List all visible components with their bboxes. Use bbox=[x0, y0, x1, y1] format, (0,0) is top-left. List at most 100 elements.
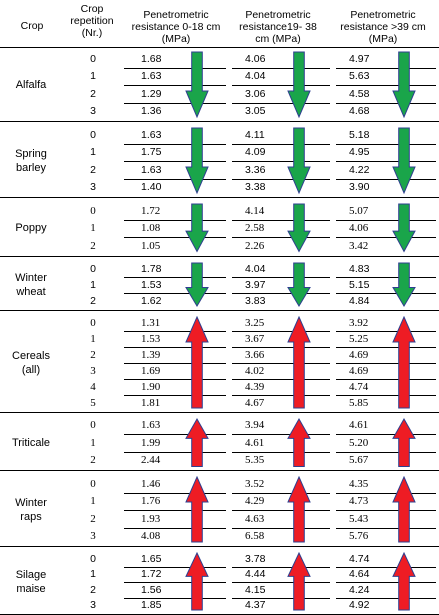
arrow-shape bbox=[287, 476, 311, 543]
up-arrow-icon bbox=[287, 315, 311, 408]
up-arrow-icon bbox=[185, 315, 209, 408]
row-divider bbox=[336, 379, 436, 380]
header-col3: Penetrometric resistance >39 cm (MPa) bbox=[330, 9, 436, 45]
resistance-value: 4.83 bbox=[349, 262, 370, 275]
repetition-number: 3 bbox=[90, 105, 96, 118]
row-divider bbox=[232, 379, 330, 380]
repetition-number: 1 bbox=[90, 436, 96, 449]
resistance-value: 1.53 bbox=[141, 332, 161, 345]
row-divider bbox=[336, 68, 436, 69]
header-col1-line: (MPa) bbox=[161, 33, 191, 45]
row-divider bbox=[336, 528, 436, 529]
crop-name: Triticale bbox=[0, 436, 62, 450]
arrow-shape bbox=[185, 203, 209, 253]
row-divider bbox=[124, 293, 226, 294]
repetition-number: 2 bbox=[90, 454, 96, 467]
row-divider bbox=[124, 331, 226, 332]
crop-name: Winter wheat bbox=[0, 271, 62, 299]
resistance-value: 4.74 bbox=[349, 380, 369, 393]
arrow-shape bbox=[392, 203, 416, 253]
crop-name-line: Winter bbox=[15, 497, 47, 509]
resistance-value: 4.61 bbox=[245, 436, 265, 449]
resistance-value: 4.92 bbox=[349, 599, 370, 612]
row-divider bbox=[124, 220, 226, 221]
resistance-value: 1.62 bbox=[141, 294, 162, 307]
repetition-number: 2 bbox=[90, 87, 96, 100]
header-col1-line: resistance 0-18 cm bbox=[131, 21, 221, 33]
resistance-value: 1.46 bbox=[141, 477, 161, 490]
up-arrow-icon bbox=[287, 552, 311, 611]
repetition-number: 0 bbox=[90, 52, 96, 65]
down-arrow-icon bbox=[392, 127, 416, 195]
row-divider bbox=[232, 161, 330, 162]
repetition-number: 0 bbox=[90, 552, 96, 565]
resistance-value: 1.99 bbox=[141, 436, 161, 449]
crop-name-line: Winter bbox=[15, 271, 47, 284]
resistance-value: 1.29 bbox=[141, 87, 162, 100]
resistance-value: 3.52 bbox=[245, 477, 265, 490]
arrow-shape bbox=[287, 552, 311, 611]
arrow-shape bbox=[287, 262, 311, 307]
resistance-value: 1.36 bbox=[141, 105, 162, 118]
repetition-number: 1 bbox=[90, 278, 96, 291]
resistance-value: 4.04 bbox=[245, 70, 266, 83]
resistance-value: 6.58 bbox=[245, 530, 265, 543]
repetition-number: 2 bbox=[90, 294, 96, 307]
row-divider bbox=[336, 103, 436, 104]
row-divider bbox=[232, 220, 330, 221]
resistance-value: 4.68 bbox=[349, 105, 370, 118]
row-divider bbox=[124, 347, 226, 348]
resistance-value: 3.94 bbox=[245, 419, 265, 432]
row-divider bbox=[232, 395, 330, 396]
resistance-value: 1.56 bbox=[141, 583, 162, 596]
row-divider bbox=[232, 528, 330, 529]
resistance-value: 1.90 bbox=[141, 380, 161, 393]
resistance-value: 4.84 bbox=[349, 294, 370, 307]
arrow-shape bbox=[185, 417, 209, 467]
repetition-number: 3 bbox=[90, 530, 96, 543]
row-divider bbox=[232, 363, 330, 364]
resistance-value: 3.83 bbox=[245, 294, 266, 307]
header-rule bbox=[0, 47, 439, 48]
header-col2-line: Penetrometric bbox=[245, 9, 311, 21]
down-arrow-icon bbox=[185, 51, 209, 119]
repetition-number: 0 bbox=[90, 419, 96, 432]
crop-name-line: (all) bbox=[21, 363, 41, 376]
down-arrow-icon bbox=[185, 127, 209, 195]
resistance-value: 3.05 bbox=[245, 105, 266, 118]
row-divider bbox=[124, 179, 226, 180]
repetition-number: 0 bbox=[90, 128, 96, 141]
row-divider bbox=[124, 510, 226, 511]
repetition-number: 2 bbox=[90, 512, 96, 525]
row-divider bbox=[124, 237, 226, 238]
repetition-number: 0 bbox=[90, 477, 96, 490]
row-divider bbox=[232, 510, 330, 511]
up-arrow-icon bbox=[287, 476, 311, 543]
crop-name-line: wheat bbox=[16, 285, 46, 298]
resistance-value: 3.97 bbox=[245, 278, 266, 291]
resistance-value: 3.66 bbox=[245, 348, 265, 361]
resistance-value: 4.97 bbox=[349, 52, 370, 65]
down-arrow-icon bbox=[287, 51, 311, 119]
crop-name-line: Spring bbox=[15, 148, 47, 160]
up-arrow-icon bbox=[392, 315, 416, 408]
row-divider bbox=[124, 68, 226, 69]
row-divider bbox=[232, 277, 330, 278]
resistance-value: 4.29 bbox=[245, 495, 265, 508]
resistance-value: 1.31 bbox=[141, 316, 161, 329]
resistance-value: 1.69 bbox=[141, 364, 161, 377]
repetition-number: 4 bbox=[90, 380, 96, 393]
row-divider bbox=[336, 434, 436, 435]
resistance-value: 4.08 bbox=[141, 530, 161, 543]
resistance-value: 5.07 bbox=[349, 204, 369, 217]
resistance-value: 5.18 bbox=[349, 128, 370, 141]
row-divider bbox=[336, 220, 436, 221]
resistance-value: 4.74 bbox=[349, 552, 370, 565]
row-divider bbox=[124, 379, 226, 380]
up-arrow-icon bbox=[185, 476, 209, 543]
row-divider bbox=[124, 434, 226, 435]
crop-name: Alfalfa bbox=[0, 78, 62, 92]
resistance-value: 5.43 bbox=[349, 512, 369, 525]
resistance-value: 1.63 bbox=[141, 70, 162, 83]
repetition-number: 1 bbox=[90, 332, 96, 345]
